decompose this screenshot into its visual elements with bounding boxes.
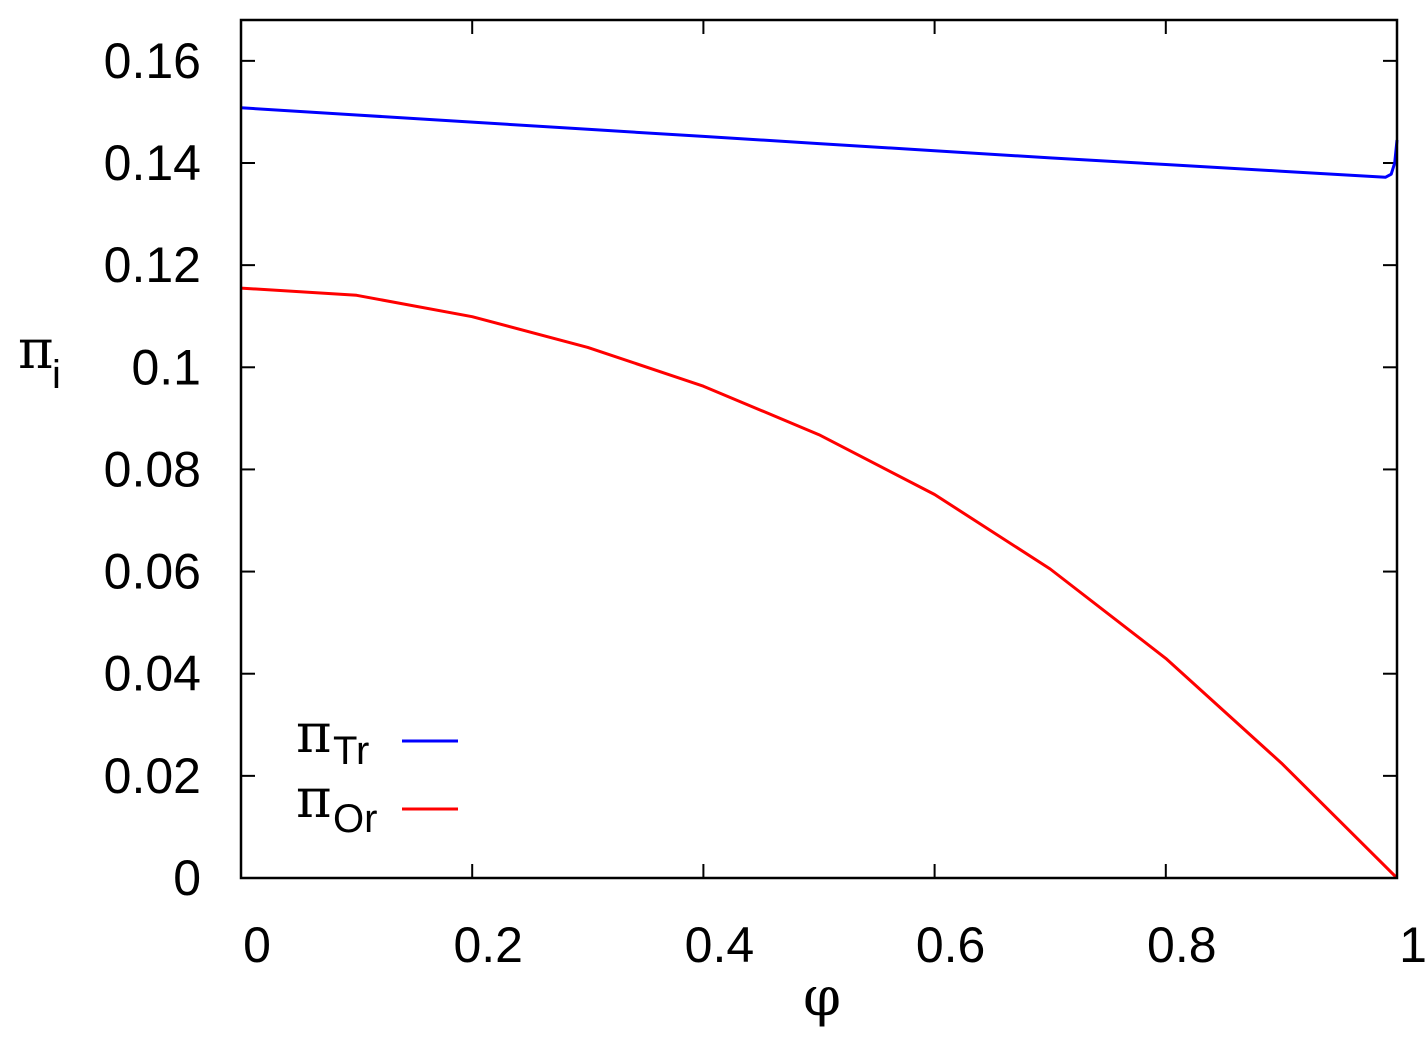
y-axis-title: π i — [18, 318, 61, 397]
series-layer — [240, 106, 1399, 880]
ticks-layer: 0 0.02 0.04 0.06 0.08 0.1 0.12 0.14 0.16 0 0.2 0.4 0… — [104, 20, 1425, 973]
y-tick-label: 0.16 — [104, 33, 201, 89]
plot-frame — [239, 18, 1399, 880]
y-axis-label-symbol: π — [18, 318, 54, 381]
y-tick-label: 0.08 — [104, 441, 201, 497]
x-tick-label: 0.4 — [685, 917, 755, 973]
y-tick-label: 0.02 — [104, 748, 201, 804]
series-line-or — [240, 286, 1399, 880]
x-tick-label: 1 — [1399, 917, 1425, 973]
y-axis-label-subscript: i — [52, 353, 61, 397]
legend: π Tr π Or — [296, 702, 458, 841]
x-axis-label: φ — [803, 965, 841, 1028]
y-tick-label: 0.14 — [104, 135, 201, 191]
legend-label-tr-subscript: Tr — [333, 729, 369, 773]
y-tick-label: 0.12 — [104, 237, 201, 293]
y-tick-label: 0.06 — [104, 544, 201, 600]
x-tick-label: 0 — [243, 917, 271, 973]
legend-label-tr-symbol: π — [296, 702, 332, 765]
legend-label-or-symbol: π — [296, 767, 332, 830]
series-line-tr — [240, 106, 1399, 179]
legend-entry-or: π Or — [296, 767, 458, 841]
y-tick-label: 0 — [173, 850, 201, 906]
x-tick-label: 0.2 — [453, 917, 523, 973]
legend-entry-tr: π Tr — [296, 702, 458, 773]
legend-label-or-subscript: Or — [333, 797, 377, 841]
y-tick-label: 0.04 — [104, 646, 201, 702]
x-tick-label: 0.8 — [1147, 917, 1217, 973]
x-tick-label: 0.6 — [916, 917, 986, 973]
y-tick-label: 0.1 — [131, 339, 201, 395]
